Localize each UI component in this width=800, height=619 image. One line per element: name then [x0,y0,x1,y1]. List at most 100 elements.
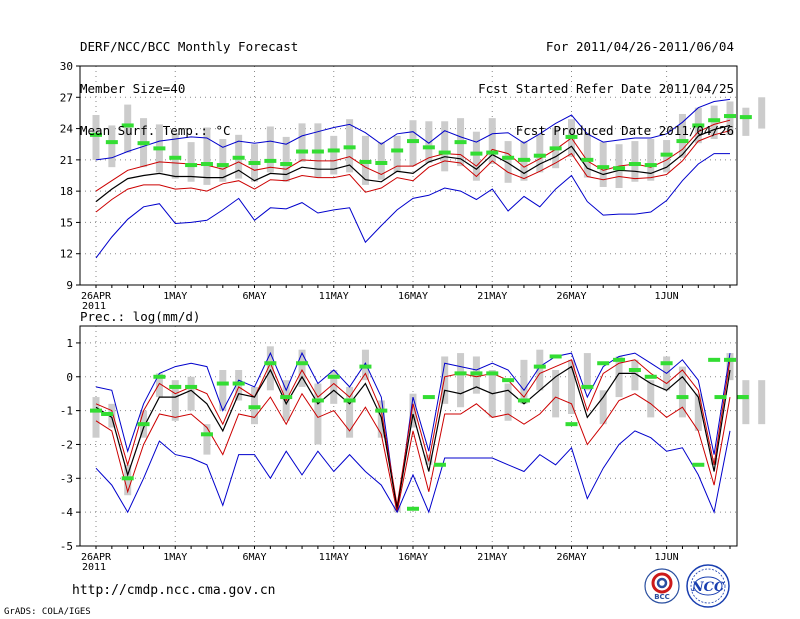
observed-marker [597,165,610,170]
x-tick-label: 1JUN [655,552,679,563]
spread-box [536,133,544,173]
observed-marker [200,162,213,167]
observed-marker [644,163,657,168]
observed-marker [433,462,446,467]
observed-marker [708,118,721,123]
observed-marker [137,141,150,146]
observed-marker [311,398,324,403]
observed-marker [90,408,102,413]
y-tick-label: -3 [60,472,73,485]
series-line-min [95,430,731,514]
spread-box [552,370,560,418]
spread-box [346,386,354,438]
observed-marker [232,381,245,386]
spread-box [124,104,132,153]
x-tick-label: 11MAY [319,552,349,563]
spread-box [266,346,274,391]
source-url[interactable]: http://cmdp.ncc.cma.gov.cn [72,583,276,598]
observed-marker [280,395,293,400]
spread-box [599,142,607,187]
observed-marker [502,378,515,383]
observed-marker [613,357,626,362]
spread-box [441,121,449,172]
observed-marker [153,374,166,379]
spread-box [314,383,322,445]
spread-box [108,125,116,168]
observed-marker [739,115,752,120]
observed-marker [311,149,324,154]
series-line-mean [95,365,731,509]
observed-marker [676,139,689,144]
spread-box [726,353,734,381]
spread-box [298,123,306,162]
x-tick-label: 26MAY [556,552,586,563]
observed-marker [708,357,721,362]
spread-box [678,366,686,418]
y-tick-label: 18 [60,185,73,198]
observed-marker [692,123,705,128]
precip-label: Prec.: log(mm/d) [80,309,201,324]
grads-credit: GrADS: COLA/IGES [4,607,91,617]
observed-marker [422,145,435,150]
member-size: Member Size=40 [80,81,186,96]
spread-box [171,380,179,421]
observed-marker [470,371,483,376]
observed-marker [137,422,150,427]
observed-marker [327,148,340,153]
observed-marker [185,384,198,389]
series-line-mean [95,124,731,203]
spread-box [330,135,338,175]
observed-marker [660,361,673,366]
spread-box [694,393,702,431]
spread-box [678,113,686,158]
observed-marker [660,152,673,157]
spread-box [92,115,100,160]
y-tick-label: -4 [60,506,74,519]
x-tick-label: 1JUN [655,291,679,302]
spread-box [330,370,338,404]
x-tick-label: 11MAY [319,291,349,302]
observed-marker [692,462,705,467]
series-line-std_lo [95,392,731,513]
spread-box [393,135,401,173]
observed-marker [454,371,467,376]
observed-marker [375,160,388,165]
x-tick-label: 6MAY [242,552,266,563]
observed-marker [248,160,261,165]
observed-marker [581,157,594,162]
spread-box [488,118,496,165]
spread-box [631,359,639,391]
observed-marker [565,422,578,427]
spread-box [219,139,227,182]
x-tick-label: 26APR [81,552,112,563]
observed-marker [101,412,114,416]
observed-marker [327,374,340,379]
observed-marker [438,150,451,155]
observed-marker [613,166,626,171]
observed-marker [597,361,610,366]
observed-marker [296,361,309,366]
x-tick-sublabel: 2011 [82,562,106,573]
observed-marker [216,381,229,386]
observed-marker [644,374,657,379]
plot-frame [79,65,738,286]
observed-marker [486,371,499,376]
spread-box [92,397,100,438]
x-tick-label: 26APR [81,291,112,302]
observed-marker [264,158,277,163]
chart-title: DERF/NCC/BCC Monthly Forecast [80,39,299,54]
observed-marker [169,155,182,160]
observed-marker [549,146,562,151]
observed-marker [628,368,641,372]
observed-marker [724,114,736,119]
observed-marker [232,155,245,160]
series-line-std_lo [95,130,731,213]
y-tick-label: 15 [60,216,73,229]
spread-box [599,390,607,425]
observed-marker [216,163,229,168]
y-tick-label: -5 [60,540,73,553]
x-tick-label: 16MAY [398,291,428,302]
y-tick-label: 0 [66,371,73,384]
y-tick-label: 9 [66,279,73,292]
